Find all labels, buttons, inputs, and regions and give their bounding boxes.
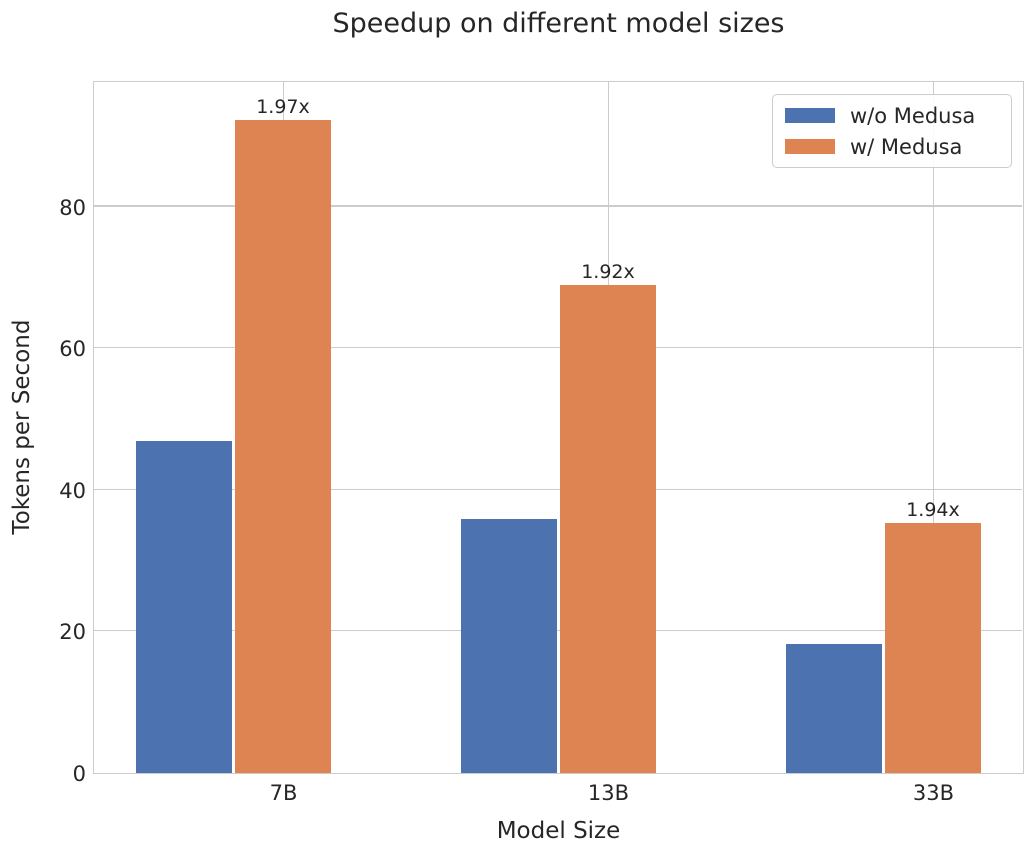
y-axis-label: Tokens per Second bbox=[9, 319, 35, 535]
legend-item: w/ Medusa bbox=[785, 135, 1011, 159]
legend-item: w/o Medusa bbox=[785, 104, 1011, 128]
gridline bbox=[94, 488, 1022, 490]
speedup-annotation: 1.97x bbox=[256, 95, 310, 118]
y-tick-label: 20 bbox=[59, 620, 86, 645]
bar-w-o-medusa-33b bbox=[786, 644, 882, 773]
chart-title: Speedup on different model sizes bbox=[332, 8, 785, 39]
gridline bbox=[94, 347, 1022, 349]
bar-w-medusa-13b bbox=[560, 284, 656, 773]
y-tick-label: 40 bbox=[59, 478, 86, 503]
bar-w-o-medusa-7b bbox=[136, 441, 232, 773]
speedup-annotation: 1.94x bbox=[906, 499, 960, 522]
x-tick-label: 7B bbox=[269, 781, 298, 805]
bar-w-medusa-33b bbox=[885, 523, 981, 773]
legend-label: w/ Medusa bbox=[850, 134, 963, 159]
x-tick-label: 13B bbox=[587, 781, 630, 805]
gridline bbox=[94, 630, 1022, 632]
x-tick-label: 33B bbox=[912, 781, 955, 805]
legend-swatch bbox=[785, 108, 835, 123]
speedup-annotation: 1.92x bbox=[581, 260, 635, 283]
y-tick-label: 60 bbox=[59, 337, 86, 362]
plot-area: 1.97x 1.92x 1.94x w/o Medusa w/ Medusa bbox=[93, 81, 1024, 774]
legend: w/o Medusa w/ Medusa bbox=[772, 94, 1012, 168]
bar-w-medusa-7b bbox=[235, 119, 331, 773]
y-tick-label: 0 bbox=[72, 762, 86, 786]
gridline bbox=[933, 82, 935, 772]
legend-label: w/o Medusa bbox=[850, 103, 976, 128]
bar-w-o-medusa-13b bbox=[461, 518, 557, 773]
x-axis-label: Model Size bbox=[496, 818, 621, 844]
gridline bbox=[94, 205, 1022, 207]
legend-swatch bbox=[785, 139, 835, 154]
y-tick-label: 80 bbox=[59, 195, 86, 220]
